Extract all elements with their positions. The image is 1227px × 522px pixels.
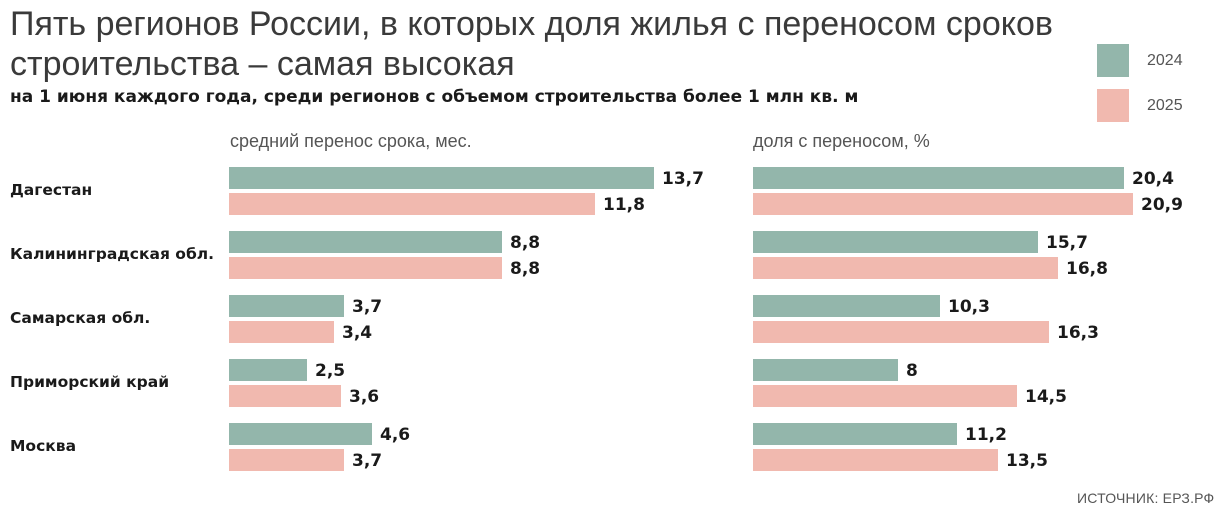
data-label: 15,7 xyxy=(1046,233,1088,253)
bar-share-2025 xyxy=(753,385,1017,407)
bar-months-2025 xyxy=(229,321,334,343)
bar-months-2025 xyxy=(229,385,341,407)
data-label: 13,7 xyxy=(662,169,704,189)
data-label: 2,5 xyxy=(315,361,346,381)
data-label: 10,3 xyxy=(948,297,990,317)
data-label: 3,6 xyxy=(349,387,380,407)
region-label: Приморский край xyxy=(10,373,170,391)
chart-subtitle: на 1 июня каждого года, среди регионов с… xyxy=(10,87,859,107)
bar-share-2024 xyxy=(753,359,898,381)
legend-item-2025: 2025 xyxy=(1097,89,1222,122)
data-label: 14,5 xyxy=(1025,387,1067,407)
bar-months-2025 xyxy=(229,449,344,471)
source-note: ИСТОЧНИК: ЕРЗ.РФ xyxy=(1077,490,1215,506)
bar-share-2024 xyxy=(753,423,957,445)
data-label: 4,6 xyxy=(380,425,411,445)
data-label: 16,8 xyxy=(1066,259,1108,279)
data-label: 20,4 xyxy=(1132,169,1174,189)
bar-share-2024 xyxy=(753,295,940,317)
data-label: 8,8 xyxy=(510,259,541,279)
panel-title-months: средний перенос срока, мес. xyxy=(230,131,472,151)
bar-months-2024 xyxy=(229,359,307,381)
region-label: Москва xyxy=(10,437,77,455)
bar-share-2025 xyxy=(753,193,1133,215)
legend-label-2025: 2025 xyxy=(1147,96,1183,114)
chart-title: Пять регионов России, в которых доля жил… xyxy=(10,5,1053,83)
bar-share-2024 xyxy=(753,231,1038,253)
data-label: 3,7 xyxy=(352,297,383,317)
region-label: Калининградская обл. xyxy=(10,245,215,263)
bar-months-2024 xyxy=(229,231,502,253)
legend-swatch-2025 xyxy=(1097,89,1129,122)
region-label: Самарская обл. xyxy=(10,309,151,327)
legend-item-2024: 2024 xyxy=(1097,44,1222,77)
bar-share-2025 xyxy=(753,321,1049,343)
bar-share-2024 xyxy=(753,167,1124,189)
bar-share-2025 xyxy=(753,257,1058,279)
data-label: 8,8 xyxy=(510,233,541,253)
legend: 2024 2025 xyxy=(1097,44,1222,134)
data-label: 3,4 xyxy=(342,323,373,343)
bar-months-2024 xyxy=(229,167,654,189)
panel-title-share: доля с переносом, % xyxy=(753,131,930,151)
data-label: 11,8 xyxy=(603,195,645,215)
data-label: 16,3 xyxy=(1057,323,1099,343)
bar-months-2025 xyxy=(229,257,502,279)
legend-label-2024: 2024 xyxy=(1147,51,1183,69)
data-label: 3,7 xyxy=(352,451,383,471)
data-label: 13,5 xyxy=(1006,451,1048,471)
bar-months-2025 xyxy=(229,193,595,215)
region-label: Дагестан xyxy=(10,181,93,199)
bar-months-2024 xyxy=(229,295,344,317)
bar-share-2025 xyxy=(753,449,998,471)
data-label: 11,2 xyxy=(965,425,1007,445)
bar-months-2024 xyxy=(229,423,372,445)
data-label: 8 xyxy=(906,361,918,381)
legend-swatch-2024 xyxy=(1097,44,1129,77)
data-label: 20,9 xyxy=(1141,195,1183,215)
